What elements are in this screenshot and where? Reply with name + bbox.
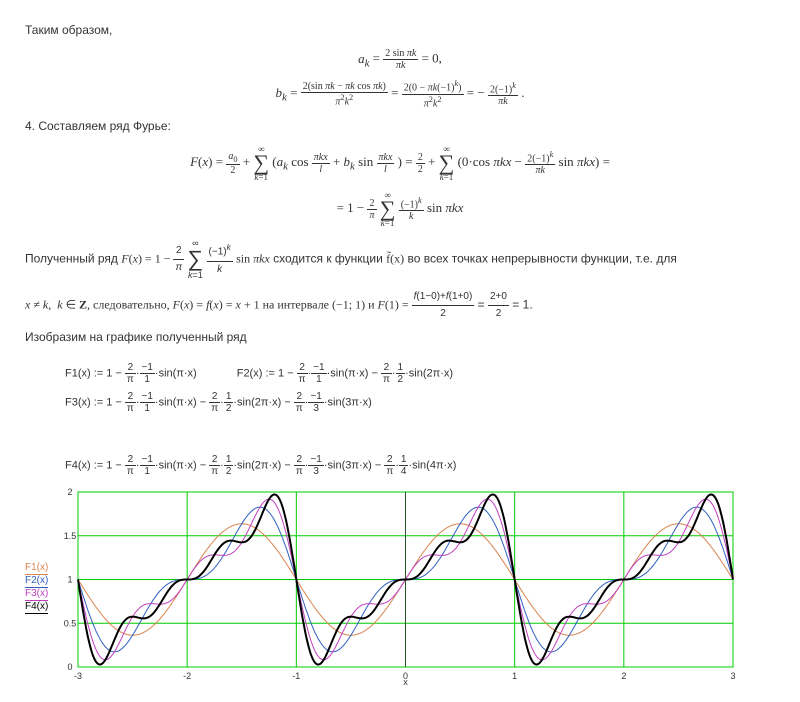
intro-text: Таким образом, [25, 21, 775, 40]
fourier-chart: -3-2-1012300.511.52x [58, 487, 738, 687]
converge-pre: Полученный ряд [25, 252, 121, 266]
f1-def: F1(x) := 1 − 2π·−11·sin(π·x) [65, 362, 197, 385]
fourier-series-1: F(x) = a02 + ∞∑k=1 (ak cos πkxl + bk sin… [25, 144, 775, 182]
svg-text:2: 2 [622, 671, 627, 681]
fourier-series-2: = 1 − 2π ∞∑k=1 (−1)kk sin πkx [25, 190, 775, 228]
svg-text:2: 2 [68, 487, 73, 497]
svg-text:-2: -2 [184, 671, 192, 681]
f2-def: F2(x) := 1 − 2π·−11·sin(π·x) − 2π·12·sin… [237, 362, 453, 385]
svg-text:-1: -1 [293, 671, 301, 681]
svg-text:0.5: 0.5 [64, 618, 77, 628]
converge-post: во всех точках непрерывности функции, т.… [408, 252, 677, 266]
convergence-line: Полученный ряд F(x) = 1 − 2π ∞∑k=1 (−1)k… [25, 236, 775, 283]
svg-text:1: 1 [68, 575, 73, 585]
svg-text:1.5: 1.5 [64, 531, 77, 541]
line2: x ≠ k, k ∈ Z, следовательно, F(x) = f(x)… [25, 289, 775, 322]
function-definitions: F1(x) := 1 − 2π·−11·sin(π·x) F2(x) := 1 … [65, 362, 775, 477]
graph-intro: Изобразим на графике полученный ряд [25, 328, 775, 347]
chart-container: F1(x)F2(x)F3(x)F4(x) -3-2-1012300.511.52… [25, 487, 775, 687]
svg-text:3: 3 [731, 671, 736, 681]
step4-text: 4. Составляем ряд Фурье: [25, 117, 775, 136]
eq-bk: bk = 2(sin πk − πk cos πk)π2k2 = 2(0 − π… [25, 79, 775, 109]
svg-text:-3: -3 [74, 671, 82, 681]
eq-ak: ak = 2 sin πkπk = 0, [25, 48, 775, 71]
f3-def: F3(x) := 1 − 2π·−11·sin(π·x) − 2π·12·sin… [65, 391, 372, 414]
svg-text:1: 1 [513, 671, 518, 681]
svg-text:0: 0 [68, 662, 73, 672]
converge-mid: сходится к функции [273, 252, 386, 266]
f4-def: F4(x) := 1 − 2π·−11·sin(π·x) − 2π·12·sin… [65, 454, 456, 477]
chart-legend: F1(x)F2(x)F3(x)F4(x) [25, 560, 48, 614]
converge-fx: f̃(x) [386, 252, 404, 266]
svg-text:x: x [404, 677, 409, 687]
